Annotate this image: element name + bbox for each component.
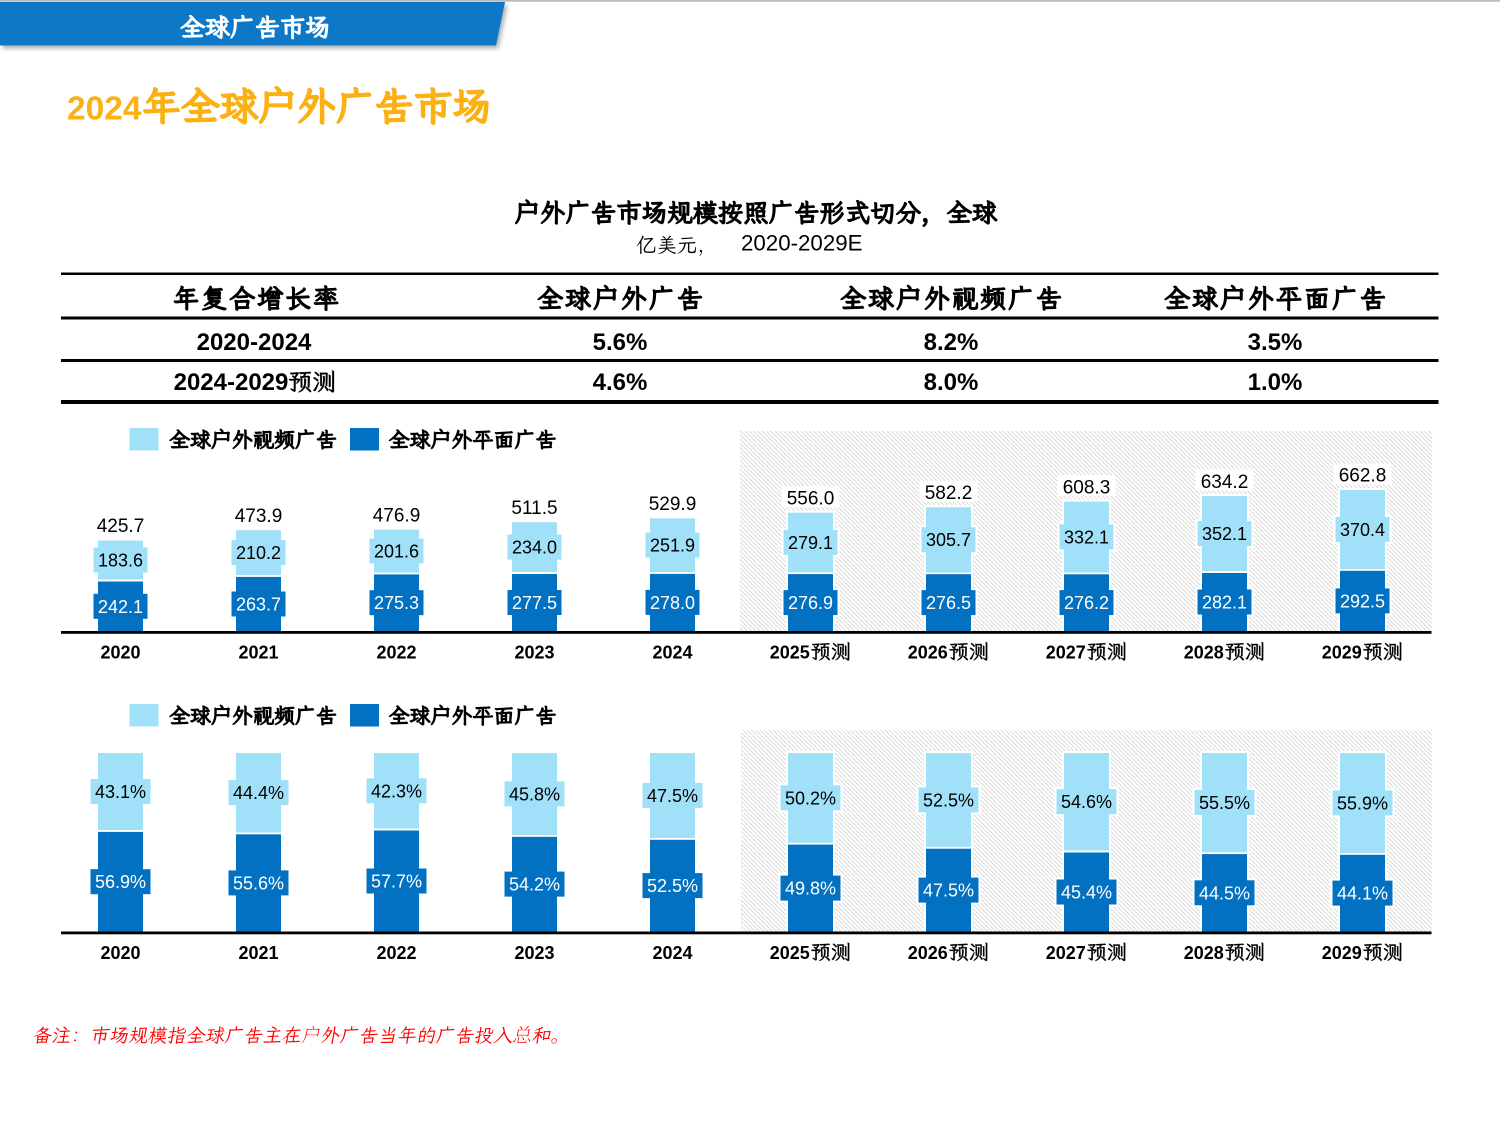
svg-text:370.4: 370.4: [1340, 520, 1385, 540]
svg-text:54.6%: 54.6%: [1061, 792, 1112, 812]
svg-text:282.1: 282.1: [1202, 593, 1247, 613]
svg-text:473.9: 473.9: [235, 506, 283, 527]
svg-text:210.2: 210.2: [236, 543, 281, 563]
svg-text:56.9%: 56.9%: [95, 872, 146, 892]
svg-text:57.7%: 57.7%: [371, 872, 422, 892]
svg-text:275.3: 275.3: [374, 593, 419, 613]
svg-text:2025: 2025: [770, 943, 810, 963]
svg-text:276.9: 276.9: [788, 593, 833, 613]
svg-text:42.3%: 42.3%: [371, 781, 422, 801]
svg-text:8.0%: 8.0%: [924, 369, 979, 396]
svg-text:5.6%: 5.6%: [593, 329, 648, 356]
svg-text:234.0: 234.0: [512, 538, 557, 558]
svg-text:8.2%: 8.2%: [924, 329, 979, 356]
svg-text:2022: 2022: [376, 943, 416, 963]
svg-text:608.3: 608.3: [1063, 477, 1111, 498]
svg-text:276.2: 276.2: [1064, 593, 1109, 613]
svg-text:45.4%: 45.4%: [1061, 883, 1112, 903]
svg-text:352.1: 352.1: [1202, 524, 1247, 544]
svg-text:556.0: 556.0: [787, 488, 835, 509]
svg-text:332.1: 332.1: [1064, 527, 1109, 547]
svg-text:634.2: 634.2: [1201, 472, 1249, 493]
svg-text:2026: 2026: [908, 643, 948, 663]
svg-text:2026: 2026: [908, 943, 948, 963]
svg-text:2024: 2024: [652, 943, 692, 963]
svg-text:50.2%: 50.2%: [785, 788, 836, 808]
svg-text:2025: 2025: [770, 643, 810, 663]
svg-text:2027: 2027: [1046, 943, 1086, 963]
svg-text:44.5%: 44.5%: [1199, 883, 1250, 903]
svg-text:251.9: 251.9: [650, 536, 695, 556]
svg-text:425.7: 425.7: [97, 516, 145, 537]
svg-text:2024-2029: 2024-2029: [174, 369, 289, 396]
svg-text:201.6: 201.6: [374, 542, 419, 562]
svg-text:2021: 2021: [238, 943, 278, 963]
svg-text:263.7: 263.7: [236, 595, 281, 615]
svg-text:511.5: 511.5: [511, 498, 557, 519]
svg-text:276.5: 276.5: [926, 593, 971, 613]
svg-text:4.6%: 4.6%: [593, 369, 648, 396]
svg-text:183.6: 183.6: [98, 551, 143, 571]
svg-text:2023: 2023: [514, 943, 554, 963]
svg-text:55.6%: 55.6%: [233, 873, 284, 893]
svg-text:2023: 2023: [514, 643, 554, 663]
svg-text:47.5%: 47.5%: [923, 881, 974, 901]
svg-text:2021: 2021: [238, 643, 278, 663]
svg-text:1.0%: 1.0%: [1248, 369, 1303, 396]
svg-text:278.0: 278.0: [650, 593, 695, 613]
svg-text:2029: 2029: [1322, 643, 1362, 663]
svg-text:45.8%: 45.8%: [509, 784, 560, 804]
svg-text:52.5%: 52.5%: [923, 790, 974, 810]
svg-text:49.8%: 49.8%: [785, 879, 836, 899]
svg-text:242.1: 242.1: [98, 597, 143, 617]
svg-text:43.1%: 43.1%: [95, 782, 146, 802]
svg-text:2028: 2028: [1184, 943, 1224, 963]
svg-text:529.9: 529.9: [649, 494, 697, 515]
svg-text:47.5%: 47.5%: [647, 786, 698, 806]
svg-text:2027: 2027: [1046, 643, 1086, 663]
svg-text:292.5: 292.5: [1340, 591, 1385, 611]
svg-text:55.5%: 55.5%: [1199, 793, 1250, 813]
svg-text:279.1: 279.1: [788, 533, 833, 553]
svg-text:2020-2024: 2020-2024: [197, 329, 312, 356]
svg-text:2022: 2022: [376, 643, 416, 663]
svg-text:305.7: 305.7: [926, 530, 971, 550]
svg-text:3.5%: 3.5%: [1248, 329, 1303, 356]
svg-text:476.9: 476.9: [373, 505, 421, 526]
svg-text:277.5: 277.5: [512, 593, 557, 613]
svg-text:44.4%: 44.4%: [233, 783, 284, 803]
svg-text:2020-2029E: 2020-2029E: [741, 231, 863, 256]
svg-text:2024: 2024: [652, 643, 692, 663]
svg-text:582.2: 582.2: [925, 483, 973, 504]
svg-text:55.9%: 55.9%: [1337, 793, 1388, 813]
svg-text:2029: 2029: [1322, 943, 1362, 963]
svg-text:2028: 2028: [1184, 643, 1224, 663]
svg-text:662.8: 662.8: [1339, 466, 1387, 487]
svg-text:2020: 2020: [100, 943, 140, 963]
svg-text:2024: 2024: [67, 91, 142, 128]
svg-text:54.2%: 54.2%: [509, 875, 560, 895]
svg-text:2020: 2020: [100, 643, 140, 663]
svg-text:44.1%: 44.1%: [1337, 884, 1388, 904]
svg-text:52.5%: 52.5%: [647, 876, 698, 896]
